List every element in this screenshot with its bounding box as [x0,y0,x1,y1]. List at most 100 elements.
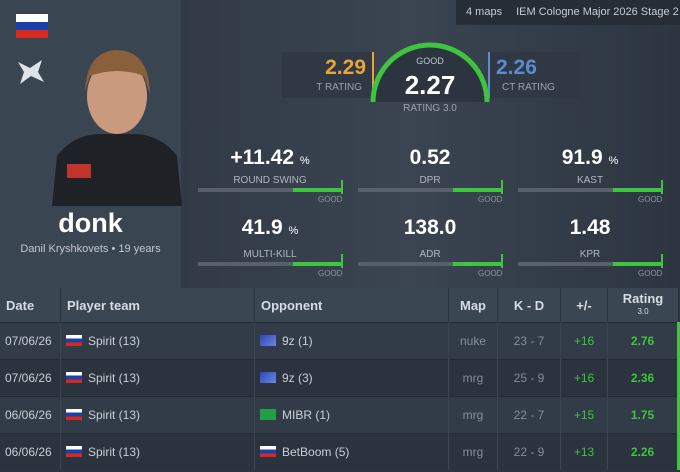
ct-rating-label: CT RATING [502,82,555,93]
rating: 1.75 [607,396,680,434]
opponent: 9z (1) [282,334,313,348]
stat-value-wrap: 91.9 % [510,146,670,170]
match-row[interactable]: 07/06/26 Spirit (13) 9z (1) nuke 23 - 7 … [0,322,680,360]
kd: 22 - 9 [497,433,561,470]
team-cell: Spirit (13) [60,396,255,434]
opponent: BetBoom (5) [282,445,350,459]
stat-bar [518,180,663,194]
col-header: Date [0,288,61,323]
stat-grade: GOOD [318,195,343,204]
stat-grade: GOOD [638,195,663,204]
col-header: Rating 3.0 [607,288,679,323]
stat-unit: % [608,155,619,167]
col-header: +/- [560,288,608,323]
stat-label: DPR [419,175,441,186]
stat-bar [198,180,343,194]
opponent: MIBR (1) [282,408,330,422]
ct-rating-box: 2.26 CT RATING [488,52,580,98]
stat-bar [358,180,503,194]
map: mrg [448,433,498,470]
col-header: Opponent [254,288,449,323]
t-rating-box: 2.29 T RATING [282,52,374,98]
match-row[interactable]: 06/06/26 Spirit (13) MIBR (1) mrg 22 - 7… [0,396,680,434]
team-logo [18,60,44,84]
rating: 2.26 [607,433,680,470]
main-rating-label: RATING 3.0 [403,103,457,114]
stat-grade: GOOD [478,269,503,278]
rating-header: Rating [622,291,664,306]
match-row[interactable]: 06/06/26 Spirit (13) BetBoom (5) mrg 22 … [0,433,680,470]
stat-label: KPR [579,249,601,260]
rating: 2.76 [607,322,680,360]
team: Spirit (13) [88,408,141,422]
rating-version: 3.0 [637,307,649,316]
stat-bar [518,254,663,268]
team: Spirit (13) [88,445,141,459]
opponent-cell: MIBR (1) [254,396,449,434]
stat-unit: % [288,225,299,237]
main-rating: 2.27 [404,70,456,100]
stat-value: 138.0 [403,216,457,239]
full-name: Danil Kryshkovets [20,243,109,255]
diff: +13 [560,433,608,470]
stat-value: 91.9 [561,146,603,169]
rating: 2.36 [607,359,680,397]
t-rating: 2.29 [325,56,366,79]
rating-arc [370,42,490,103]
stat-value-wrap: 0.52 [350,146,510,170]
stat-grade: GOOD [318,269,343,278]
maps-count: 4 maps [466,6,503,18]
date: 06/06/26 [0,396,61,434]
matches-table: Date Player team Opponent Map K - D +/- … [0,288,680,470]
stat-value: 41.9 [241,216,283,239]
country-flag [16,14,48,38]
rating-grade: GOOD [416,56,444,66]
stat-grade: GOOD [478,195,503,204]
stat-value: +11.42 [230,146,295,169]
player-panel: donk Danil Kryshkovets • 19 years [0,0,182,288]
opponent-cell: 9z (3) [254,359,449,397]
map: nuke [448,322,498,360]
stat-value-wrap: +11.42 % [190,146,350,170]
nickname: donk [58,208,123,238]
diff: +16 [560,359,608,397]
stat-bar [198,254,343,268]
header-bar: 4 maps IEM Cologne Major 2026 Stage 2 [456,0,680,25]
player-photo [52,50,182,206]
team-cell: Spirit (13) [60,322,255,360]
match-row[interactable]: 07/06/26 Spirit (13) 9z (3) mrg 25 - 9 +… [0,359,680,397]
col-header: Map [448,288,498,323]
team-cell: Spirit (13) [60,359,255,397]
stat-value-wrap: 1.48 [510,216,670,240]
stat-label: KAST [576,175,604,186]
stat-value-wrap: 41.9 % [190,216,350,240]
opponent-cell: 9z (1) [254,322,449,360]
team-cell: Spirit (13) [60,433,255,470]
col-header: K - D [497,288,561,323]
stat-bar [358,254,503,268]
diff: +16 [560,322,608,360]
kd: 23 - 7 [497,322,561,360]
age: 19 years [118,243,161,255]
kd: 25 - 9 [497,359,561,397]
separator: • [111,243,116,255]
ct-rating: 2.26 [496,56,537,79]
stat-label: MULTI-KILL [243,249,297,260]
player-info: Danil Kryshkovets • 19 years [0,243,181,255]
team: Spirit (13) [88,334,141,348]
diff: +15 [560,396,608,434]
event: IEM Cologne Major 2026 Stage 2 [516,6,679,18]
stat-label: ADR [419,249,441,260]
t-rating-label: T RATING [316,82,362,93]
stat-grade: GOOD [638,269,663,278]
kd: 22 - 7 [497,396,561,434]
col-header: Player team [60,288,255,323]
date: 06/06/26 [0,433,61,470]
opponent: 9z (3) [282,371,313,385]
stat-unit: % [299,155,310,167]
stat-label: ROUND SWING [233,175,307,186]
date: 07/06/26 [0,322,61,360]
map: mrg [448,396,498,434]
opponent-cell: BetBoom (5) [254,433,449,470]
